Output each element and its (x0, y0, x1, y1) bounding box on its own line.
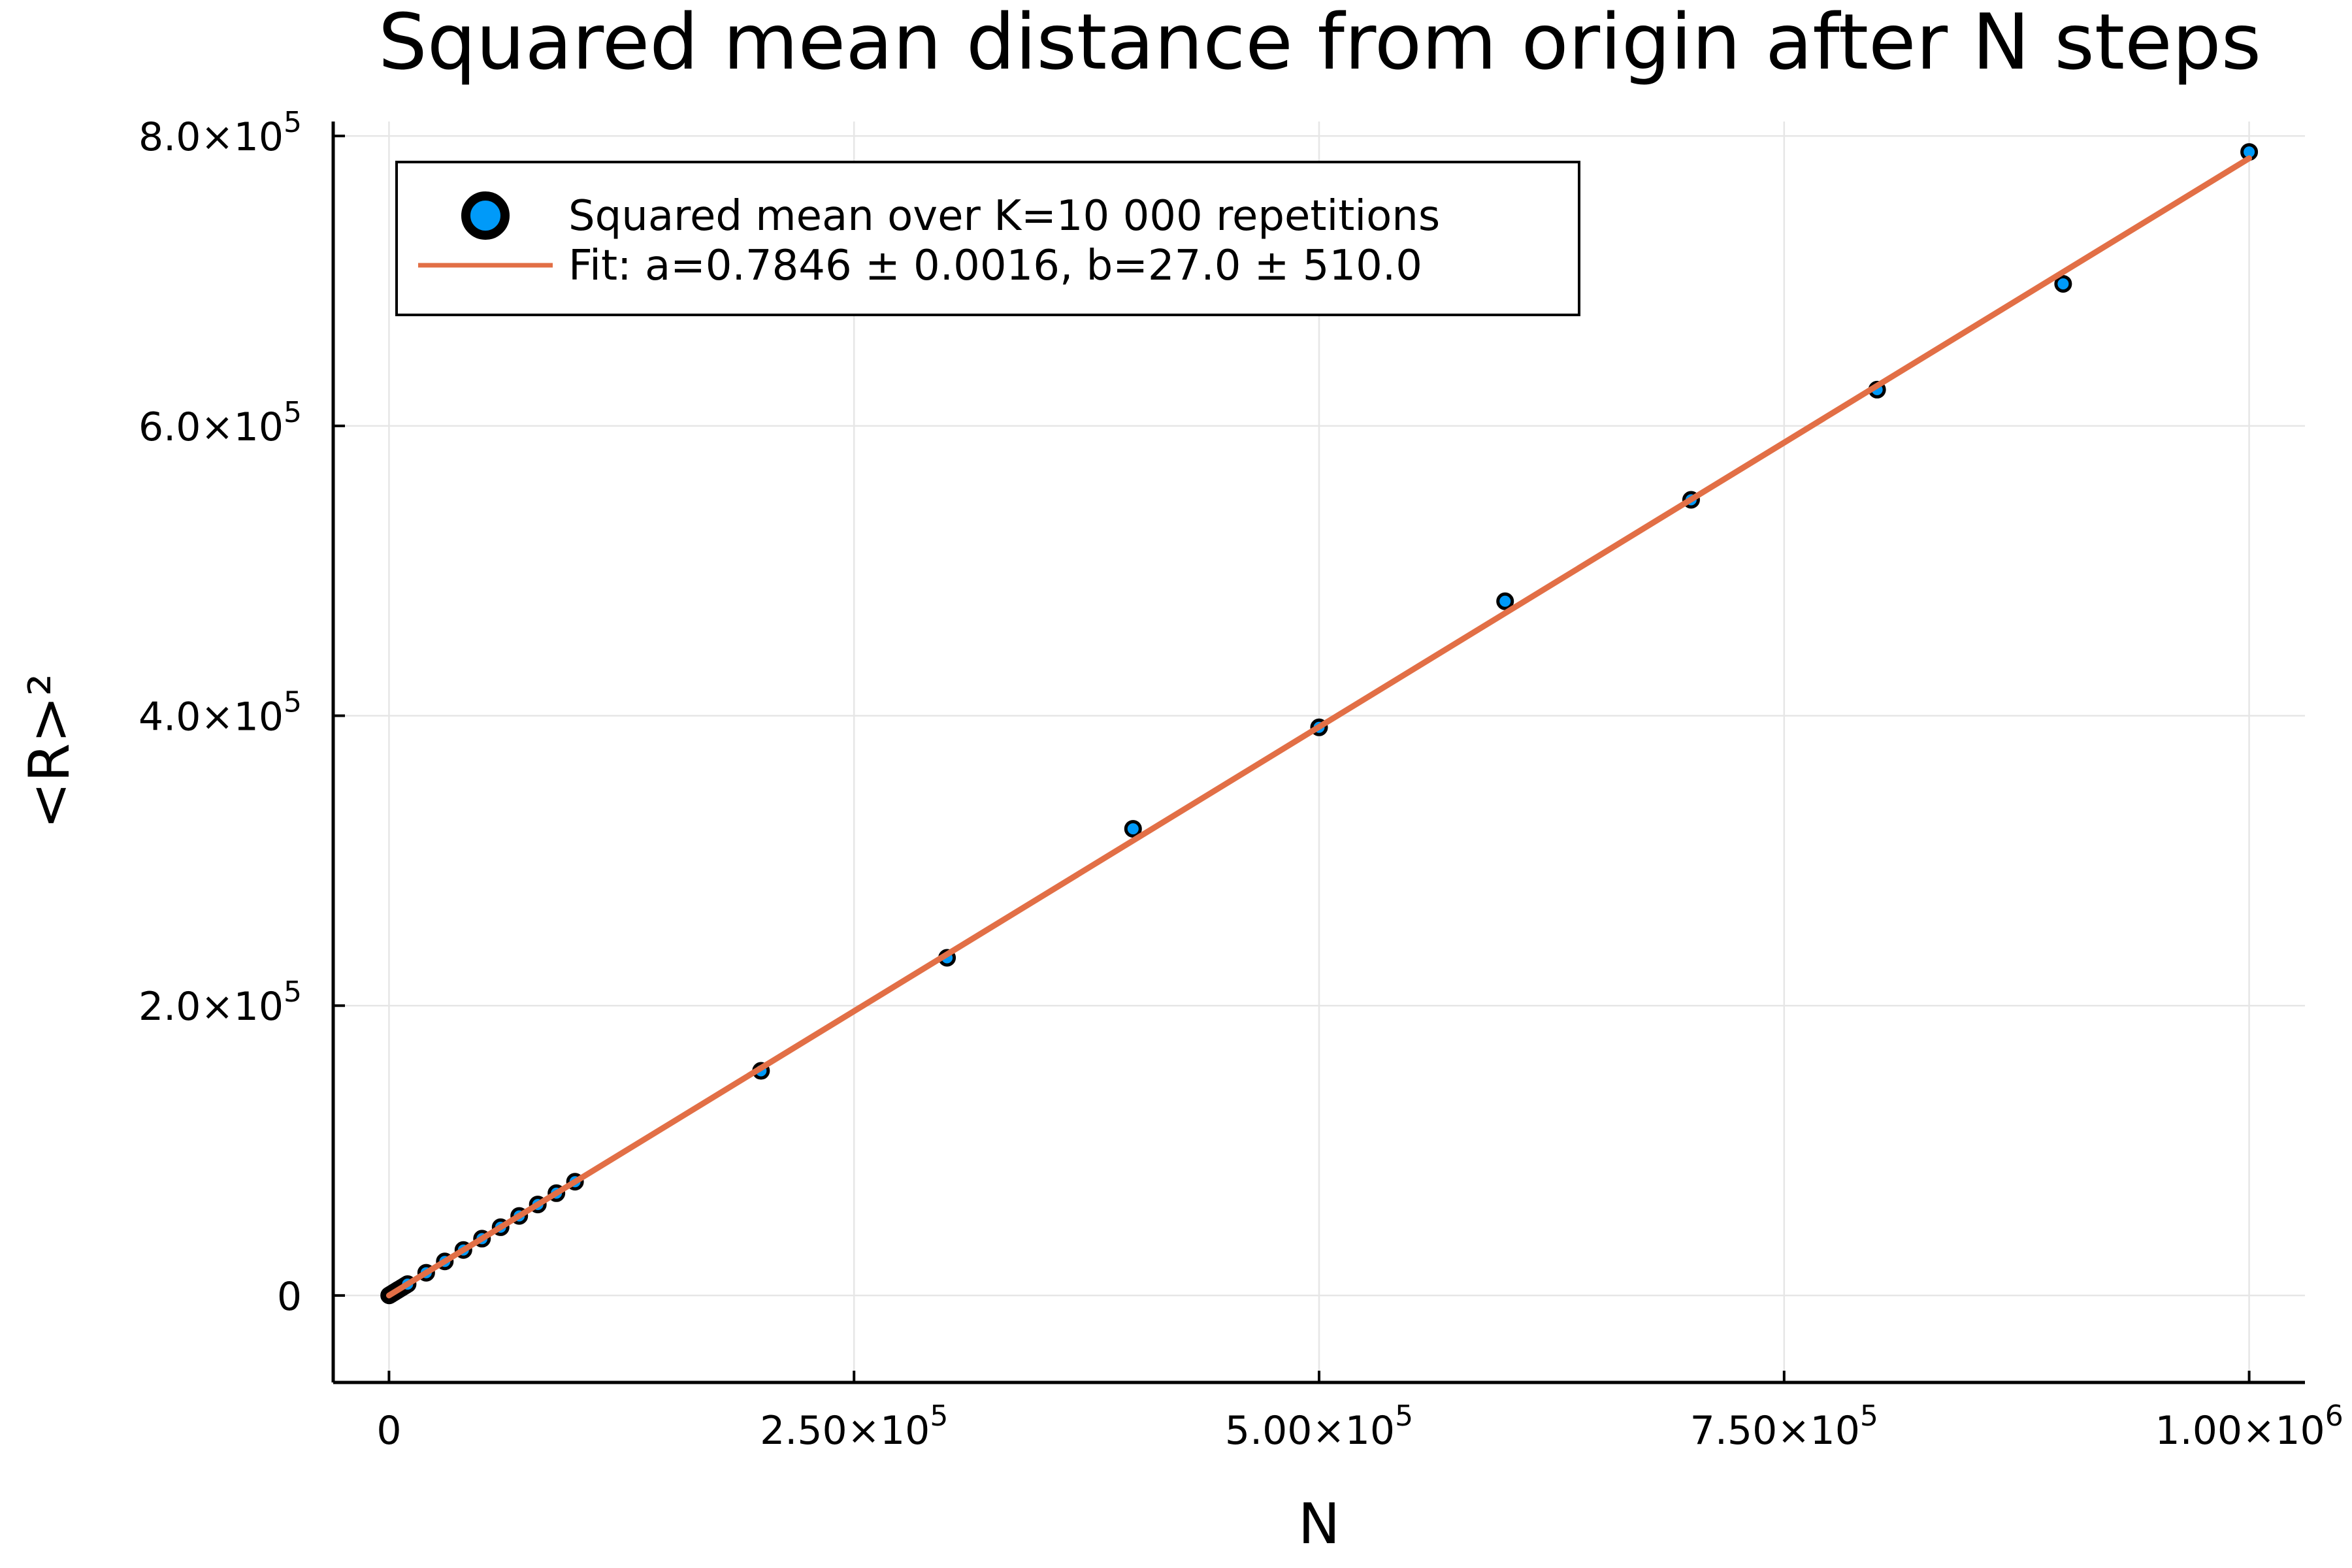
x-tick-label: 1.00×106 (2155, 1399, 2343, 1454)
x-tick-label: 7.50×105 (1690, 1399, 1878, 1454)
plot-area (380, 143, 2259, 1305)
y-axis-ticks: 0 2.0×105 4.0×105 6.0×105 8.0×105 (139, 106, 345, 1320)
legend-label-fit: Fit: a=0.7846 ± 0.0016, b=27.0 ± 510.0 (568, 242, 1422, 290)
chart-title: Squared mean distance from origin after … (378, 0, 2261, 87)
y-tick-label: 2.0×105 (139, 975, 302, 1030)
scatter-point (2054, 274, 2072, 293)
x-tick-label: 2.50×105 (760, 1399, 948, 1454)
scatter-point (1496, 592, 1514, 610)
x-axis-ticks: 0 2.50×105 5.00×105 7.50×105 1.00×106 (376, 1371, 2344, 1454)
legend: Squared mean over K=10 000 repetitions F… (395, 161, 1580, 316)
x-tick-label: 5.00×105 (1225, 1399, 1413, 1454)
x-tick-label: 0 (376, 1408, 401, 1454)
y-tick-label: 0 (277, 1274, 302, 1320)
fit-line (385, 155, 2253, 1299)
legend-marker-scatter (461, 191, 510, 240)
legend-box (395, 161, 1580, 316)
y-tick-label: 4.0×105 (139, 686, 302, 740)
scatter-point (1124, 820, 1142, 838)
y-axis-label: <R>² (17, 674, 82, 829)
x-axis-label: N (1298, 1492, 1340, 1557)
grid (333, 122, 2305, 1382)
legend-label-scatter: Squared mean over K=10 000 repetitions (568, 192, 1440, 240)
y-tick-label: 6.0×105 (139, 396, 302, 450)
y-tick-label: 8.0×105 (139, 106, 302, 160)
